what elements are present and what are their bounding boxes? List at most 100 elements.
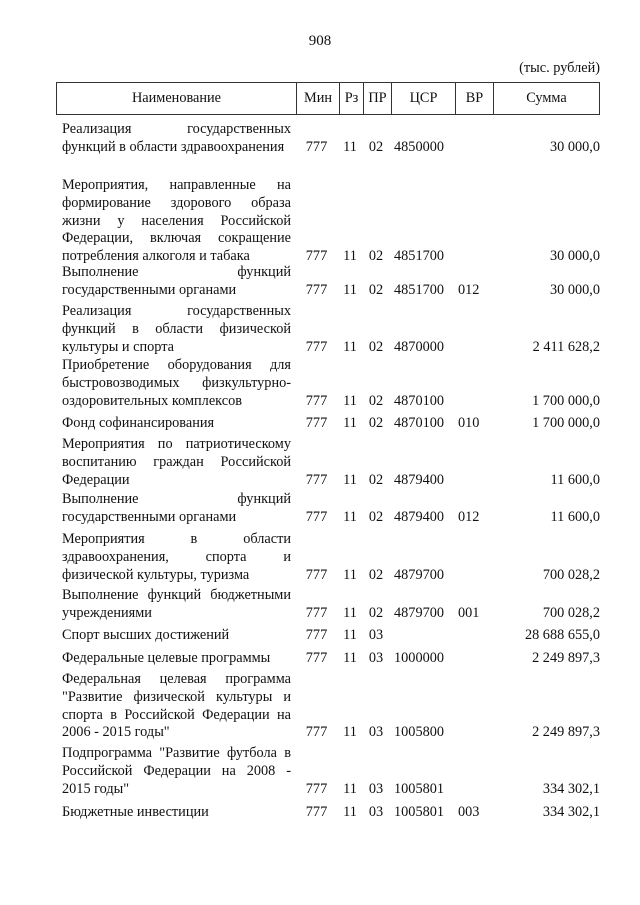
row-pr: 03 [368,627,384,643]
row-sum: 1 700 000,0 [532,392,600,409]
row-pr: 02 [368,415,384,431]
row-min: 777 [305,780,328,797]
row-pr: 03 [368,804,384,820]
row-rz: 11 [343,415,357,431]
row-name: Приобретение оборудования для быстровозв… [62,357,291,409]
row-sum: 30 000,0 [549,281,600,298]
table-row: Реализация государственных функций в обл… [62,303,600,356]
table-row: Федеральная целевая программа "Развитие … [62,671,600,742]
row-rz: 11 [343,780,357,797]
row-csr: 4879400 [394,471,445,488]
table-row: Выполнение функций бюджетными учреждения… [62,587,600,623]
row-name: Реализация государственных функций в обл… [62,121,291,155]
row-name: Бюджетные инвестиции [62,804,209,820]
row-vr: 001 [458,604,480,621]
row-name: Федеральная целевая программа "Развитие … [62,671,291,741]
row-csr: 4851700 [394,281,445,298]
row-min: 777 [305,138,328,155]
row-min: 777 [305,604,328,621]
header-min: Мин [296,83,339,114]
row-csr: 4870100 [394,415,445,431]
row-sum: 2 411 628,2 [532,338,600,355]
row-rz: 11 [343,566,357,583]
table-row: Подпрограмма "Развитие футбола в Российс… [62,745,600,798]
row-min: 777 [305,804,328,820]
row-rz: 11 [343,627,357,643]
row-name: Реализация государственных функций в обл… [62,303,291,355]
row-rz: 11 [343,338,357,355]
row-sum: 334 302,1 [542,780,600,797]
header-rz: Рз [339,83,363,114]
row-rz: 11 [343,804,357,820]
row-min: 777 [305,566,328,583]
row-pr: 02 [368,281,384,298]
row-csr: 4870000 [394,338,445,355]
page-number: 908 [308,33,332,49]
row-rz: 11 [343,392,357,409]
row-csr: 1005800 [394,724,445,741]
row-rz: 11 [343,248,357,265]
row-pr: 02 [368,604,384,621]
row-min: 777 [305,392,328,409]
row-min: 777 [305,415,328,431]
row-pr: 02 [368,392,384,409]
table-row: Мероприятия в области здравоохранения, с… [62,531,600,584]
row-csr: 4870100 [394,392,445,409]
row-rz: 11 [343,508,357,525]
row-min: 777 [305,627,328,643]
row-name: Выполнение функций государственными орга… [62,264,291,298]
row-sum: 2 249 897,3 [532,724,600,741]
row-name: Федеральные целевые программы [62,650,271,666]
row-sum: 700 028,2 [542,604,600,621]
table-row: Реализация государственных функций в обл… [62,121,600,157]
row-sum: 1 700 000,0 [532,415,600,431]
row-csr: 1005801 [394,780,445,797]
row-pr: 03 [368,780,384,797]
row-name: Мероприятия, направленные на формировани… [62,177,291,265]
row-rz: 11 [343,604,357,621]
row-csr: 1005801 [394,804,445,820]
row-rz: 11 [343,281,357,298]
table-row: Мероприятия по патриотическому воспитани… [62,436,600,489]
row-min: 777 [305,281,328,298]
header-sum: Сумма [493,83,599,114]
row-vr: 010 [458,415,480,431]
row-rz: 11 [343,724,357,741]
header-vr: ВР [455,83,493,114]
row-vr: 003 [458,804,480,820]
row-csr: 4879700 [394,566,445,583]
row-min: 777 [305,508,328,525]
row-pr: 02 [368,248,384,265]
table-row: Выполнение функций государственными орга… [62,264,600,300]
row-pr: 02 [368,508,384,525]
table-row: Приобретение оборудования для быстровозв… [62,357,600,410]
unit-label: (тыс. рублей) [519,60,600,76]
row-csr: 1000000 [394,650,445,666]
row-name: Мероприятия по патриотическому воспитани… [62,436,291,488]
row-sum: 700 028,2 [542,566,600,583]
table-row: Фонд софинансирования 777 11 02 4870100 010 1 … [62,415,600,433]
row-pr: 03 [368,724,384,741]
table-row: Бюджетные инвестиции 777 11 03 1005801 003 334… [62,804,600,822]
row-min: 777 [305,248,328,265]
row-name: Выполнение функций государственными орга… [62,491,291,525]
row-csr: 4879700 [394,604,445,621]
row-sum: 30 000,0 [549,248,600,265]
row-name: Подпрограмма "Развитие футбола в Российс… [62,745,291,797]
row-name: Спорт высших достижений [62,627,230,643]
row-vr: 012 [458,281,480,298]
header-csr: ЦСР [391,83,455,114]
row-csr: 4851700 [394,248,445,265]
row-pr: 03 [368,650,384,666]
row-sum: 28 688 655,0 [524,627,600,643]
row-pr: 02 [368,471,384,488]
row-min: 777 [305,471,328,488]
table-header: Наименование Мин Рз ПР ЦСР ВР Сумма [56,82,600,115]
row-sum: 11 600,0 [550,508,600,525]
row-name: Фонд софинансирования [62,415,215,431]
row-rz: 11 [343,138,357,155]
row-rz: 11 [343,650,357,666]
row-sum: 30 000,0 [549,138,600,155]
row-pr: 02 [368,338,384,355]
